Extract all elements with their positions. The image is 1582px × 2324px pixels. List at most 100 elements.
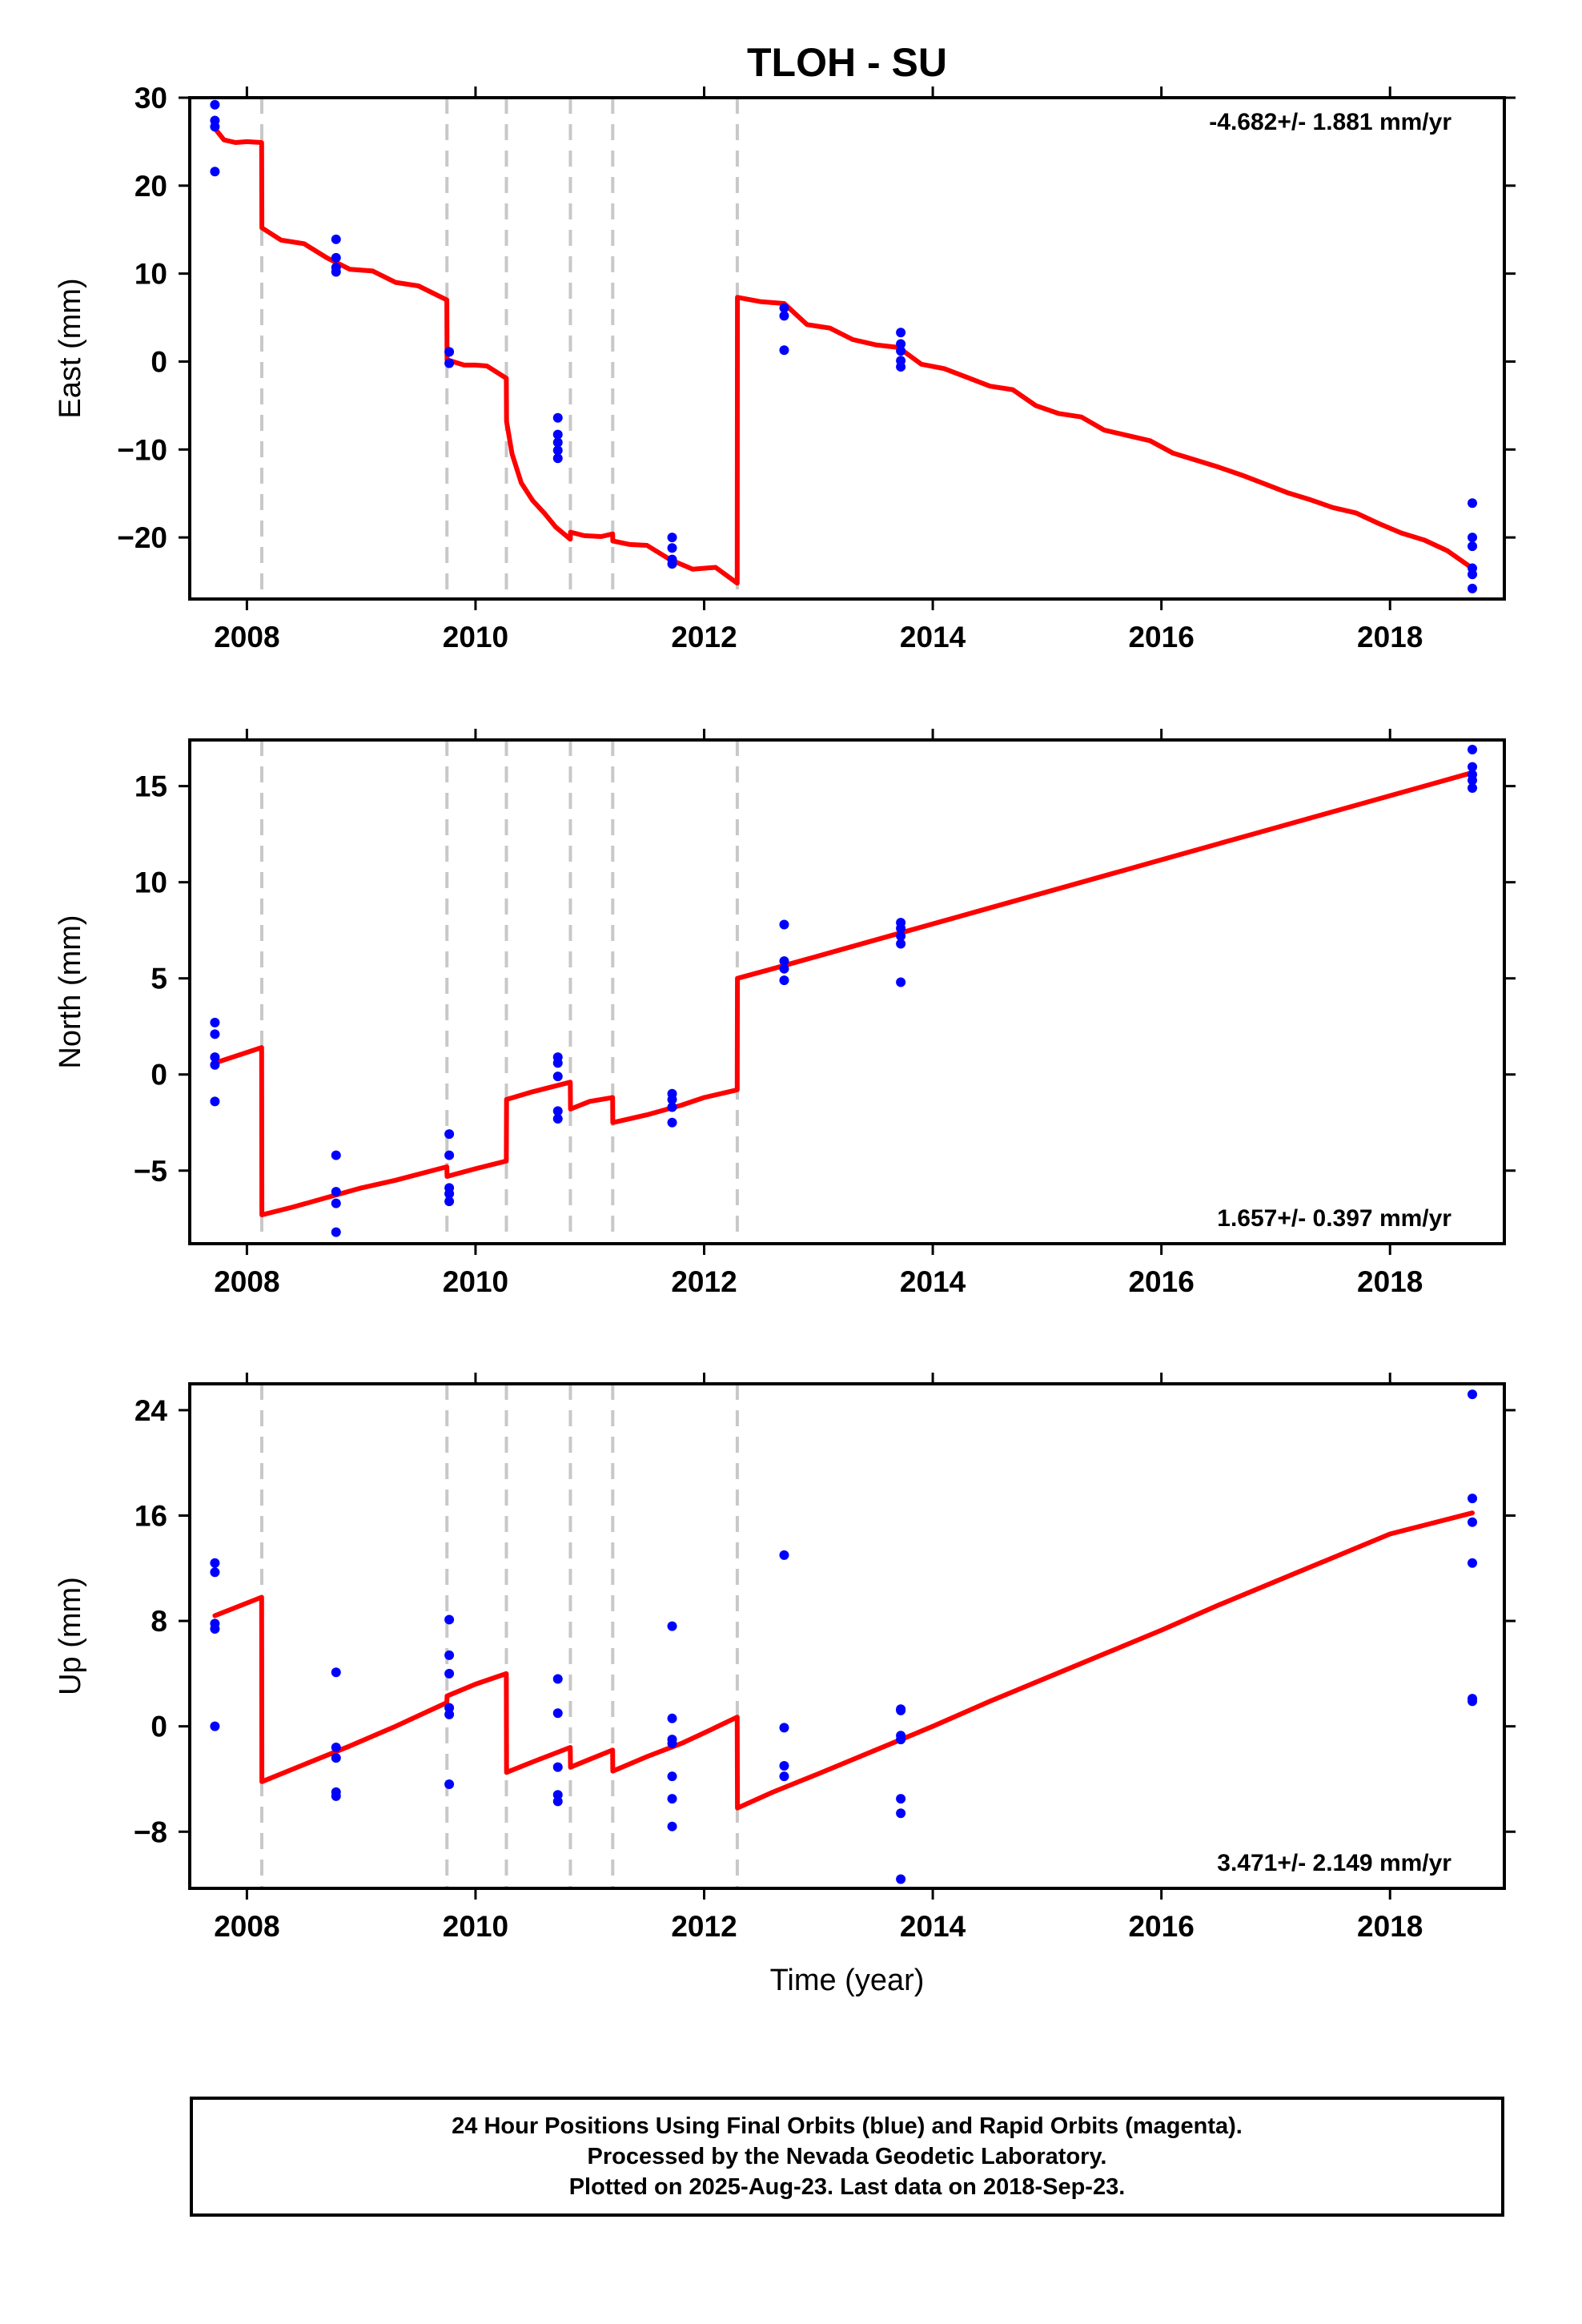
east-data-point <box>552 437 563 448</box>
north-data-point <box>210 1096 220 1107</box>
up-data-point <box>779 1771 789 1782</box>
up-data-point <box>779 1761 789 1771</box>
east-data-point <box>1468 533 1478 543</box>
up-data-point <box>444 1650 455 1660</box>
footer-line-2: Processed by the Nevada Geodetic Laborat… <box>587 2144 1107 2169</box>
up-data-point <box>667 1821 677 1831</box>
east-data-point <box>210 167 220 177</box>
north-data-point <box>331 1227 341 1237</box>
east-data-point <box>896 362 906 372</box>
up-y-tick-label: 24 <box>135 1394 168 1427</box>
north-data-point <box>1468 775 1478 786</box>
up-data-point <box>444 1779 455 1790</box>
east-rate-label: -4.682+/- 1.881 mm/yr <box>1209 109 1452 135</box>
up-data-point <box>210 1558 220 1568</box>
north-data-point <box>896 923 906 934</box>
north-data-point <box>552 1113 563 1124</box>
north-x-tick-label: 2008 <box>214 1265 279 1298</box>
north-y-tick-label: 15 <box>135 770 167 803</box>
east-data-point <box>667 559 677 569</box>
up-x-tick-label: 2016 <box>1128 1910 1194 1943</box>
up-data-point <box>896 1735 906 1745</box>
east-data-point <box>1468 569 1478 580</box>
x-axis-label: Time (year) <box>770 1964 925 1997</box>
east-data-point <box>210 122 220 132</box>
up-data-point <box>667 1739 677 1749</box>
up-data-point <box>552 1708 563 1719</box>
east-data-point <box>896 328 906 338</box>
north-y-tick-label: 10 <box>135 866 167 899</box>
up-data-point <box>1468 1517 1478 1527</box>
north-data-point <box>331 1198 341 1208</box>
north-y-tick-label: 0 <box>151 1059 167 1092</box>
north-data-point <box>667 1117 677 1128</box>
east-y-tick-label: 10 <box>135 258 167 291</box>
east-x-tick-label: 2008 <box>214 621 279 653</box>
east-data-point <box>779 345 789 356</box>
up-y-tick-label: 16 <box>135 1499 167 1532</box>
north-data-point <box>552 1106 563 1116</box>
panels: 2008 2010 2012 2014 2016 20183020100−10−20Eas… <box>54 82 1516 1943</box>
plot-title: TLOH - SU <box>747 40 947 85</box>
up-x-tick-label: 2014 <box>900 1910 966 1943</box>
north-model-line <box>212 770 1475 1217</box>
east-y-tick-label: −20 <box>117 521 167 554</box>
north-data-point <box>331 1150 341 1160</box>
up-data-point <box>1468 1558 1478 1568</box>
up-data-point <box>331 1753 341 1763</box>
up-data-point <box>896 1705 906 1715</box>
east-plot-frame <box>188 96 1506 601</box>
north-y-axis-label: North (mm) <box>54 915 87 1068</box>
up-data-point <box>896 1874 906 1884</box>
east-data-point <box>552 429 563 440</box>
east-x-tick-label: 2012 <box>671 621 737 653</box>
footer-line-3: Plotted on 2025-Aug-23. Last data on 201… <box>568 2174 1126 2200</box>
east-data-point <box>1468 541 1478 552</box>
north-plot-frame <box>188 738 1506 1245</box>
east-data-point <box>331 267 341 277</box>
east-panel: 2008 2010 2012 2014 2016 20183020100−10−20Eas… <box>54 82 1516 653</box>
up-x-tick-label: 2008 <box>214 1910 279 1943</box>
east-data-point <box>667 543 677 553</box>
up-rate-label: 3.471+/- 2.149 mm/yr <box>1217 1850 1452 1876</box>
north-x-tick-label: 2014 <box>900 1265 966 1298</box>
north-data-point <box>444 1129 455 1140</box>
north-data-point <box>210 1052 220 1063</box>
up-y-axis-label: Up (mm) <box>54 1577 87 1695</box>
north-data-point <box>444 1196 455 1207</box>
north-data-point <box>667 1094 677 1104</box>
up-data-point <box>552 1762 563 1772</box>
east-y-tick-label: 0 <box>151 345 167 378</box>
up-data-point <box>896 1808 906 1819</box>
up-data-point <box>667 1771 677 1782</box>
up-data-point <box>331 1742 341 1752</box>
up-data-point <box>667 1794 677 1804</box>
north-data-point <box>210 1059 220 1070</box>
east-data-point <box>210 99 220 110</box>
up-data-point <box>444 1709 455 1719</box>
east-data-point <box>1468 583 1478 593</box>
east-data-point <box>444 347 455 357</box>
up-x-tick-label: 2012 <box>671 1910 737 1943</box>
north-data-point <box>896 977 906 987</box>
north-data-point <box>444 1150 455 1160</box>
north-data-point <box>779 975 789 986</box>
north-data-point <box>210 1017 220 1027</box>
up-data-point <box>210 1567 220 1578</box>
east-x-tick-label: 2016 <box>1128 621 1194 653</box>
north-x-tick-label: 2016 <box>1128 1265 1194 1298</box>
north-rate-label: 1.657+/- 0.397 mm/yr <box>1217 1205 1452 1232</box>
north-data-point <box>331 1187 341 1197</box>
east-data-point <box>552 412 563 423</box>
up-data-point <box>331 1791 341 1801</box>
north-data-point <box>667 1102 677 1112</box>
up-data-point <box>552 1790 563 1800</box>
up-model-line <box>212 1510 1475 1811</box>
north-data-point <box>779 956 789 967</box>
up-data-point <box>210 1721 220 1731</box>
north-y-tick-label: −5 <box>134 1155 167 1188</box>
north-data-point <box>552 1072 563 1082</box>
up-x-tick-label: 2018 <box>1357 1910 1423 1943</box>
north-data-point <box>1468 783 1478 794</box>
